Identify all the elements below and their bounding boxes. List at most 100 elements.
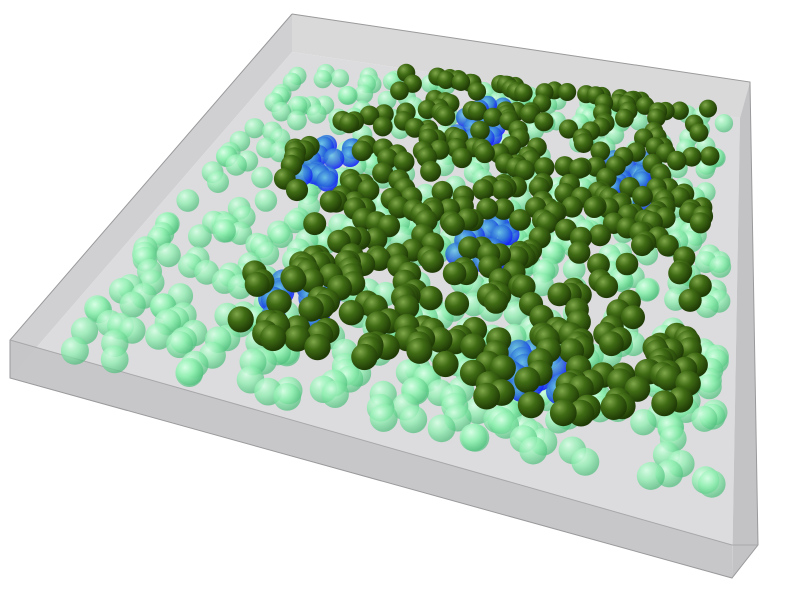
light-green-sphere — [338, 86, 358, 105]
light-green-sphere — [100, 345, 129, 374]
dark-green-sphere — [444, 291, 470, 316]
light-green-sphere — [225, 154, 247, 176]
light-green-sphere — [251, 166, 273, 189]
light-green-sphere — [145, 323, 173, 350]
light-green-sphere — [166, 331, 194, 359]
light-green-sphere — [696, 374, 722, 400]
dark-green-sphere — [681, 147, 702, 167]
light-green-sphere — [369, 403, 398, 432]
dark-green-sphere — [468, 101, 487, 121]
dark-green-sphere — [451, 147, 473, 169]
dark-green-sphere — [364, 227, 388, 251]
light-green-sphere — [244, 118, 265, 139]
dark-green-sphere — [615, 252, 639, 276]
dark-green-sphere — [668, 261, 691, 285]
dark-green-sphere — [474, 142, 495, 164]
dark-green-sphere — [285, 178, 309, 202]
dark-green-sphere — [393, 151, 415, 173]
light-green-sphere — [119, 291, 146, 318]
dark-green-sphere — [338, 300, 365, 326]
dark-green-sphere — [534, 157, 555, 178]
light-green-sphere — [255, 241, 280, 266]
dark-green-sphere — [520, 104, 540, 124]
light-green-sphere — [709, 255, 732, 278]
dark-green-sphere — [451, 72, 471, 91]
blue-core-sphere — [323, 148, 345, 170]
dark-green-sphere — [655, 365, 682, 391]
box-right-wall — [732, 82, 758, 578]
dark-green-sphere — [390, 81, 409, 101]
light-green-sphere — [399, 405, 428, 434]
dark-green-sphere — [420, 160, 442, 182]
light-green-sphere — [461, 423, 490, 452]
dark-green-sphere — [514, 83, 533, 103]
dark-green-sphere — [431, 180, 453, 203]
dark-green-sphere — [689, 123, 709, 142]
dark-green-sphere — [458, 236, 481, 260]
light-green-sphere — [354, 84, 374, 104]
dark-green-sphere — [351, 140, 373, 162]
dark-green-sphere — [483, 107, 503, 127]
dark-green-sphere — [227, 306, 254, 333]
dark-green-sphere — [406, 337, 433, 364]
dark-green-sphere — [514, 366, 541, 394]
dark-green-sphere — [678, 288, 702, 312]
dark-green-sphere — [259, 324, 287, 352]
light-green-sphere — [269, 224, 293, 248]
dark-green-sphere — [583, 196, 605, 218]
dark-green-sphere — [418, 285, 443, 311]
light-green-sphere — [207, 171, 229, 193]
dark-green-sphere — [435, 106, 456, 127]
dark-green-sphere — [284, 325, 311, 352]
box-front-wall — [10, 340, 732, 578]
dark-green-sphere — [491, 179, 513, 201]
dark-green-sphere — [689, 212, 712, 234]
dark-green-sphere — [483, 289, 509, 314]
dark-green-sphere — [569, 158, 590, 179]
dark-green-sphere — [567, 241, 591, 264]
light-green-sphere — [714, 114, 734, 133]
light-green-sphere — [212, 219, 236, 243]
light-green-sphere — [698, 470, 726, 498]
dark-green-sphere — [281, 267, 307, 293]
dark-green-sphere — [517, 391, 545, 419]
dark-green-sphere — [472, 179, 494, 201]
dark-green-sphere — [359, 105, 380, 126]
light-green-sphere — [635, 278, 659, 302]
dark-green-sphere — [666, 150, 687, 171]
light-green-sphere — [175, 359, 204, 387]
dark-green-sphere — [558, 83, 577, 101]
dark-green-sphere — [298, 296, 324, 322]
dark-green-sphere — [460, 333, 486, 360]
dark-green-sphere — [467, 82, 487, 101]
dark-green-sphere — [365, 311, 391, 337]
dark-green-sphere — [589, 224, 611, 247]
light-green-sphere — [188, 224, 212, 249]
dark-green-sphere — [549, 399, 577, 427]
light-green-sphere — [321, 380, 349, 408]
light-green-sphere — [60, 336, 89, 365]
dark-green-sphere — [432, 350, 459, 378]
light-green-sphere — [287, 110, 307, 131]
light-green-sphere — [176, 189, 200, 212]
dark-green-sphere — [514, 159, 535, 181]
dark-green-sphere — [303, 212, 327, 236]
light-green-sphere — [571, 447, 600, 476]
dark-green-sphere — [699, 99, 717, 118]
dark-green-sphere — [600, 393, 627, 420]
dark-green-sphere — [621, 305, 645, 330]
box-left-wall — [10, 14, 292, 378]
dark-green-sphere — [670, 101, 689, 120]
light-green-sphere — [254, 189, 278, 212]
light-green-sphere — [287, 96, 308, 116]
dark-green-sphere — [631, 234, 653, 257]
light-green-sphere — [306, 104, 327, 124]
dark-green-sphere — [492, 198, 515, 220]
dark-green-sphere — [651, 390, 678, 417]
dark-green-sphere — [509, 209, 531, 231]
dark-green-sphere — [615, 108, 634, 128]
dark-green-sphere — [372, 162, 394, 184]
dark-green-sphere — [473, 382, 500, 410]
dark-green-sphere — [372, 116, 393, 137]
